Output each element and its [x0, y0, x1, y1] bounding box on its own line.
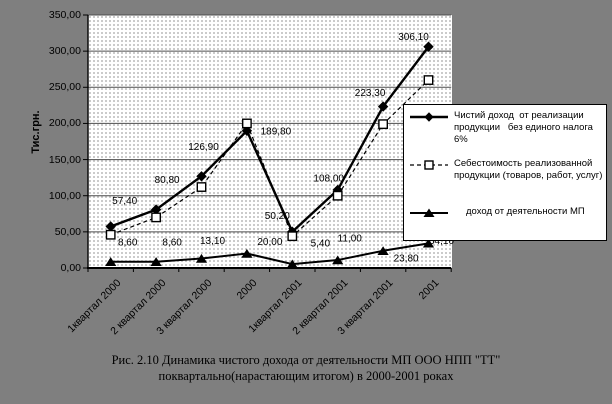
square-marker: [151, 212, 161, 223]
diamond-marker: [105, 221, 116, 232]
square-marker: [241, 118, 252, 129]
y-axis-title: Тис.грн.: [30, 110, 42, 154]
y-tick-label: 200,00: [48, 117, 81, 130]
data-label: 5,40: [311, 239, 331, 250]
y-tick-label: 350,00: [48, 9, 81, 21]
square-marker: [287, 231, 298, 242]
square-marker: [105, 229, 116, 240]
square-marker: [332, 190, 343, 201]
legend-label-mp-income: доход от деятельности МП: [466, 206, 585, 217]
data-label: 23,80: [394, 253, 419, 264]
caption-line-1: Рис. 2.10 Динамика чистого дохода от дея…: [111, 353, 501, 367]
y-tick-label: 50,00: [54, 225, 81, 238]
figure-caption: Рис. 2.10 Динамика чистого дохода от дея…: [0, 352, 612, 384]
triangle-marker: [195, 253, 208, 263]
y-tick-label: 0,00: [60, 262, 81, 274]
series-line-0: [110, 46, 430, 234]
data-label: 80,80: [155, 175, 180, 186]
data-label: 13,10: [200, 236, 225, 247]
triangle-marker: [286, 259, 298, 269]
data-label: 189,80: [261, 126, 292, 137]
diamond-series-marker-icon: [410, 112, 448, 122]
legend-item-net-income: Чистий доход от реализации продукции без…: [410, 110, 606, 146]
data-label: 20,00: [257, 237, 282, 248]
square-marker: [378, 119, 388, 130]
diamond-marker: [150, 204, 162, 215]
square-series-marker-icon: [410, 160, 448, 170]
series-line-2: [110, 242, 429, 266]
data-label: 57,40: [112, 196, 137, 207]
triangle-marker: [377, 246, 389, 255]
triangle-marker: [332, 255, 344, 265]
data-label: 108,00: [313, 173, 344, 184]
legend-item-cost: Себестоимость реализованной продукции (т…: [410, 158, 606, 182]
data-label: 8,60: [118, 237, 138, 248]
data-label: 223,30: [355, 88, 386, 99]
diamond-marker: [196, 171, 207, 182]
triangle-marker: [105, 257, 117, 266]
legend-label-net-income: Чистий доход от реализации продукции без…: [454, 110, 593, 145]
legend-item-mp-income: доход от деятельности МП: [410, 206, 606, 219]
caption-line-2: поквартально(нарастающим итогом) в 2000-…: [158, 369, 454, 383]
legend-label-cost: Себестоимость реализованной продукции (т…: [454, 158, 603, 181]
data-label: 50,20: [265, 211, 290, 222]
triangle-marker: [422, 238, 435, 248]
y-tick-label: 250,00: [48, 81, 81, 94]
y-tick-label: 300,00: [48, 45, 81, 58]
triangle-marker: [241, 248, 253, 258]
series-line-1: [110, 79, 429, 238]
diamond-marker: [377, 101, 389, 112]
triangle-series-marker-icon: [410, 208, 448, 217]
data-label: 11,00: [338, 234, 363, 245]
y-tick-label: 150,00: [48, 153, 81, 166]
square-marker: [196, 182, 207, 192]
data-label: 126,90: [188, 142, 219, 153]
square-marker: [423, 75, 434, 85]
y-tick-label: 100,00: [48, 189, 81, 202]
data-label: 34,10: [429, 236, 454, 247]
diamond-marker: [423, 41, 434, 52]
data-label: 306,10: [398, 32, 429, 43]
plot-area: [88, 15, 452, 268]
data-label: 8,60: [162, 237, 182, 248]
triangle-marker: [150, 257, 162, 266]
legend: Чистий доход от реализации продукции без…: [403, 104, 607, 241]
